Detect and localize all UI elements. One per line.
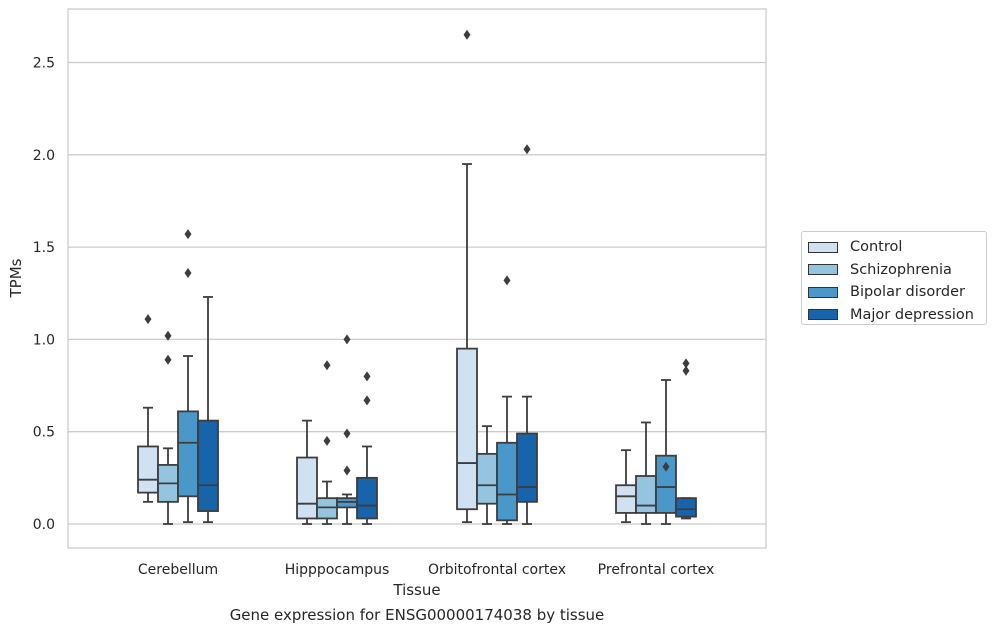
x-tick-labels: Cerebellum Hipppocampus Orbitofrontal cort… <box>138 562 714 578</box>
legend-swatch <box>808 264 838 276</box>
outlier-point <box>523 144 531 155</box>
box-iqr <box>456 347 478 511</box>
box-schizophrenia <box>635 421 657 525</box>
outlier-point <box>682 358 690 369</box>
x-tick-label: Orbitofrontal cortex <box>428 562 566 578</box>
y-axis-label: TPMs <box>7 258 25 298</box>
box-iqr <box>197 419 219 512</box>
box-major-depression <box>356 371 378 525</box>
box-schizophrenia <box>316 360 338 525</box>
outlier-point <box>682 365 690 376</box>
y-tick-label: 1.5 <box>33 240 55 256</box>
legend-label: Bipolar disorder <box>850 284 965 301</box>
box-bipolar-disorder <box>336 334 358 525</box>
box-major-depression <box>675 358 697 520</box>
y-tick-label: 0.5 <box>33 425 55 441</box>
grid-lines <box>68 61 766 525</box>
box-bipolar-disorder <box>655 379 677 525</box>
y-tick-label: 1.0 <box>33 332 55 348</box>
box-iqr <box>516 432 538 503</box>
box-iqr <box>655 454 677 514</box>
y-tick-label: 0.0 <box>33 517 55 533</box>
legend-item: Major depression <box>808 304 986 327</box>
box-bipolar-disorder <box>496 275 518 525</box>
legend-label: Control <box>850 239 903 256</box>
box-iqr <box>496 441 518 522</box>
outlier-point <box>363 395 371 406</box>
outlier-point <box>503 275 511 286</box>
x-tick-label: Prefrontal cortex <box>598 562 715 578</box>
outlier-point <box>164 354 172 365</box>
legend: Control Schizophrenia Bipolar disorder Majo… <box>801 231 987 325</box>
box-iqr <box>316 497 338 520</box>
outlier-point <box>662 461 670 472</box>
legend-label: Schizophrenia <box>850 261 952 278</box>
outlier-point <box>343 428 351 439</box>
x-tick-label: Cerebellum <box>138 562 218 578</box>
legend-item: Control <box>808 236 986 259</box>
outlier-point <box>164 330 172 341</box>
outlier-point <box>343 465 351 476</box>
box-control <box>137 314 159 503</box>
box-iqr <box>296 456 318 520</box>
box-iqr <box>615 484 637 514</box>
y-tick-labels: 0.0 0.5 1.0 1.5 2.0 2.5 <box>33 56 55 534</box>
box-iqr <box>177 410 199 498</box>
outlier-point <box>184 267 192 278</box>
box-iqr <box>137 445 159 494</box>
box-major-depression <box>516 144 538 525</box>
y-tick-label: 2.5 <box>33 56 55 72</box>
box-iqr <box>635 475 657 514</box>
box-groups <box>137 29 697 525</box>
box-control <box>456 29 478 524</box>
outlier-point <box>323 360 331 371</box>
figure-caption: Gene expression for ENSG00000174038 by t… <box>229 606 605 624</box>
outlier-point <box>184 229 192 240</box>
box-control <box>296 419 318 525</box>
legend-swatch <box>808 286 838 298</box>
box-schizophrenia <box>476 425 498 525</box>
box-iqr <box>356 476 378 520</box>
box-iqr <box>336 497 358 509</box>
legend-swatch <box>808 309 838 321</box>
legend-item: Bipolar disorder <box>808 281 986 304</box>
outlier-point <box>323 435 331 446</box>
outlier-point <box>144 314 152 325</box>
outlier-point <box>363 371 371 382</box>
box-iqr <box>675 497 697 518</box>
box-control <box>615 449 637 524</box>
legend-label: Major depression <box>850 306 974 323</box>
box-major-depression <box>197 296 219 524</box>
box-iqr <box>476 452 498 505</box>
x-axis-label: Tissue <box>392 581 440 599</box>
y-tick-label: 2.0 <box>33 148 55 164</box>
legend-item: Schizophrenia <box>808 259 986 282</box>
x-tick-label: Hipppocampus <box>285 562 390 578</box>
outlier-point <box>463 29 471 40</box>
legend-swatch <box>808 241 838 253</box>
box-schizophrenia <box>157 330 179 525</box>
outlier-point <box>343 334 351 345</box>
box-bipolar-disorder <box>177 229 199 524</box>
plot-frame <box>67 8 767 549</box>
